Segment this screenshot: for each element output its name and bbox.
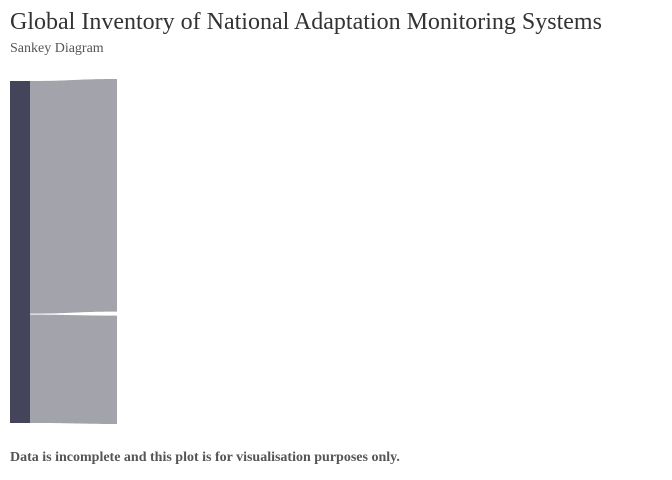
sankey-links xyxy=(30,79,117,424)
page-title: Global Inventory of National Adaptation … xyxy=(10,9,602,35)
page-subtitle: Sankey Diagram xyxy=(10,41,104,56)
sankey-nodes xyxy=(10,81,30,423)
disclaimer-caption: Data is incomplete and this plot is for … xyxy=(10,450,400,465)
sankey-link-1[interactable] xyxy=(30,79,117,314)
sankey-node-source[interactable] xyxy=(10,81,30,423)
sankey-link-2[interactable] xyxy=(30,314,117,424)
